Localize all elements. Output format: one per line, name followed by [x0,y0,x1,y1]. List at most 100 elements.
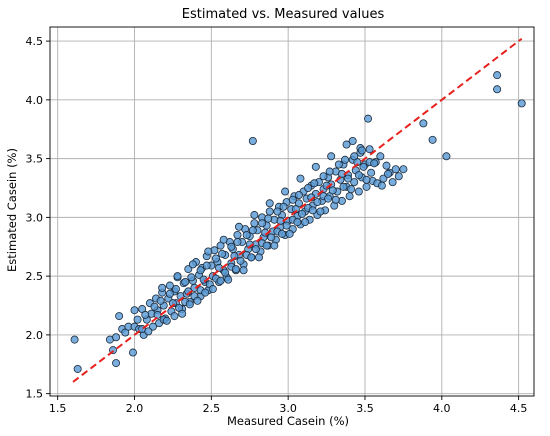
scatter-point [231,265,240,274]
x-tick-label: 2.0 [126,402,144,415]
scatter-point [316,207,325,216]
scatter-point [162,316,171,325]
scatter-point [384,169,393,178]
scatter-point [208,285,217,294]
scatter-point [233,231,242,240]
scatter-point [233,238,242,247]
scatter-point [339,182,348,191]
scatter-point [345,192,354,201]
grid-lines [50,27,534,396]
scatter-point [227,242,236,251]
scatter-point [376,152,385,161]
scatter-point [282,221,291,230]
y-axis-ticks: 1.5 2.0 2.5 3.0 3.5 4.0 4.5 [26,35,50,401]
scatter-point [331,195,340,204]
scatter-points [70,71,526,373]
scatter-point [173,272,182,281]
scatter-point [296,174,305,183]
scatter-point [188,260,197,269]
scatter-point [347,185,356,194]
scatter-point [201,288,210,297]
scatter-point [493,85,502,94]
scatter-point [288,195,297,204]
scatter-point [133,315,142,324]
scatter-point [236,256,245,265]
scatter-point [313,198,322,207]
x-axis-ticks: 1.5 2.0 2.5 3.0 3.5 4.0 4.5 [49,396,527,415]
scatter-point [442,152,451,161]
y-tick-label: 3.0 [26,211,44,224]
scatter-point [362,175,371,184]
scatter-point [354,171,363,180]
scatter-point [348,136,357,145]
scatter-point [158,283,167,292]
scatter-point [324,194,333,203]
scatter-point [165,289,174,298]
scatter-point [394,172,403,181]
scatter-point [517,99,526,108]
scatter-point [310,179,319,188]
scatter-point [265,199,274,208]
y-tick-label: 3.5 [26,153,44,166]
scatter-point [370,159,379,168]
y-tick-label: 1.5 [26,388,44,401]
scatter-point [73,364,82,373]
scatter-point [327,152,336,161]
scatter-point [70,335,79,344]
scatter-point [193,296,202,305]
scatter-point [185,300,194,309]
scatter-point [388,178,397,187]
scatter-point [325,167,334,176]
scatter-point [150,302,159,311]
scatter-point [181,278,190,287]
scatter-point [344,174,353,183]
y-axis-label: Estimated Casein (%) [5,148,19,272]
scatter-point [399,165,408,174]
x-tick-label: 4.5 [510,402,528,415]
scatter-point [419,119,428,128]
scatter-point [362,182,371,191]
scatter-point [334,160,343,169]
y-tick-label: 2.0 [26,329,44,342]
scatter-point [304,183,313,192]
scatter-point [248,226,257,235]
y-tick-label: 4.5 [26,35,44,48]
scatter-point [156,296,165,305]
scatter-point [251,245,260,254]
scatter-point [279,202,288,211]
scatter-point [202,261,211,270]
scatter-point [328,186,337,195]
scatter-point [250,219,259,228]
scatter-point [350,152,359,161]
scatter-point [285,229,294,238]
scatter-point [165,281,174,290]
scatter-point [128,348,137,357]
scatter-point [258,219,267,228]
scatter-point [354,187,363,196]
scatter-point [153,310,162,319]
scatter-point [273,207,282,216]
scatter-point [262,241,271,250]
scatter-point [216,276,225,285]
scatter-point [218,249,227,258]
scatter-point [265,207,274,216]
scatter-point [311,162,320,171]
scatter-point [382,161,391,170]
scatter-point [377,181,386,190]
chart-title: Estimated vs. Measured values [182,7,385,22]
scatter-point [112,359,121,368]
scatter-point [267,233,276,242]
scatter-point [219,235,228,244]
scatter-point [221,268,230,277]
y-tick-label: 4.0 [26,94,44,107]
scatter-point [278,229,287,238]
scatter-point [130,306,139,315]
scatter-point [112,333,121,342]
scatter-point [319,172,328,181]
scatter-point [365,145,374,154]
scatter-point [187,273,196,282]
scatter-point [293,218,302,227]
scatter-point [428,135,437,144]
